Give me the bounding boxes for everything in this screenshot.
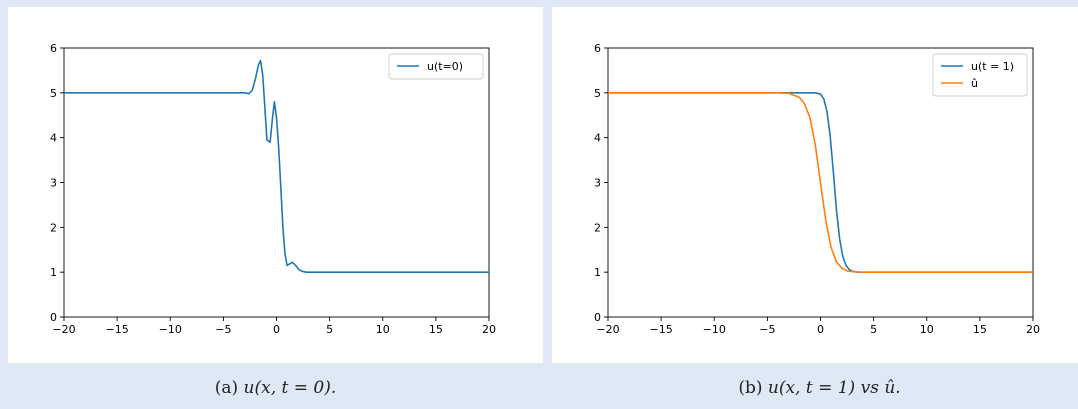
y-tick-label: 6 <box>594 42 601 55</box>
x-tick-label: −10 <box>703 323 726 336</box>
x-tick-label: 0 <box>817 323 824 336</box>
y-tick-label: 6 <box>50 42 57 55</box>
y-tick-label: 1 <box>50 266 57 279</box>
x-tick-label: −10 <box>159 323 182 336</box>
x-tick-label: 20 <box>482 323 496 336</box>
series-line-2 <box>608 92 1033 274</box>
x-tick-label: −5 <box>759 323 775 336</box>
x-tick-label: 5 <box>326 323 333 336</box>
x-tick-label: 0 <box>273 323 280 336</box>
legend-label: u(t=0) <box>427 60 463 73</box>
series-line-1 <box>64 59 489 274</box>
y-tick-label: 3 <box>50 177 57 190</box>
line-chart-b: −20 −15 −10 −5 0 5 10 15 20 0 1 2 3 4 5 6 u(t = 1) û <box>594 42 1040 336</box>
caption-b-text: u(x, t = 1) vs û. <box>767 378 901 398</box>
legend-label: u(t = 1) <box>971 60 1014 73</box>
y-tick-label: 2 <box>50 221 57 234</box>
y-tick-label: 4 <box>50 132 57 145</box>
caption-b-tag: (b) <box>738 378 763 398</box>
y-tick-label: 5 <box>50 87 57 100</box>
caption-a-text: u(x, t = 0). <box>243 378 337 398</box>
legend-b: u(t = 1) û <box>932 53 1028 97</box>
line-chart-a: −20 −15 −10 −5 0 5 10 15 20 0 1 2 3 4 5 6 u(t=0) <box>50 42 496 336</box>
y-tick-label: 0 <box>594 311 601 324</box>
y-tick-label: 1 <box>594 266 601 279</box>
legend-label: û <box>971 77 978 90</box>
y-tick-label: 0 <box>50 311 57 324</box>
x-tick-label: 5 <box>870 323 877 336</box>
caption-a-tag: (a) <box>214 378 239 398</box>
chart-panel-a: −20 −15 −10 −5 0 5 10 15 20 0 1 2 3 4 5 6 u(t=0) <box>8 7 543 363</box>
y-tick-label: 2 <box>594 221 601 234</box>
x-tick-label: −15 <box>650 323 673 336</box>
x-tick-label: −20 <box>596 323 619 336</box>
x-tick-label: 15 <box>429 323 443 336</box>
chart-panel-b: −20 −15 −10 −5 0 5 10 15 20 0 1 2 3 4 5 6 u(t = 1) û <box>552 7 1078 363</box>
x-tick-label: −20 <box>52 323 75 336</box>
x-tick-label: 10 <box>920 323 934 336</box>
legend-box <box>388 53 484 80</box>
x-tick-label: 20 <box>1026 323 1040 336</box>
caption-b: (b) u(x, t = 1) vs û. <box>552 378 1078 398</box>
x-tick-label: −15 <box>106 323 129 336</box>
y-tick-label: 4 <box>594 132 601 145</box>
y-tick-label: 3 <box>594 177 601 190</box>
caption-a: (a) u(x, t = 0). <box>8 378 543 398</box>
x-tick-label: −5 <box>215 323 231 336</box>
legend-box <box>932 53 1028 97</box>
x-tick-label: 10 <box>376 323 390 336</box>
legend-a: u(t=0) <box>388 53 484 80</box>
axes-frame-a <box>63 47 490 318</box>
x-tick-label: 15 <box>973 323 987 336</box>
y-tick-label: 5 <box>594 87 601 100</box>
